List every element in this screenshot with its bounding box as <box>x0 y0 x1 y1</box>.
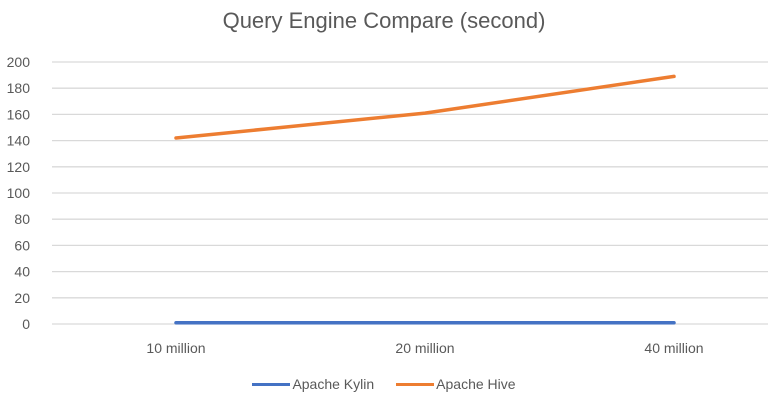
legend-label-kylin: Apache Kylin <box>292 376 375 392</box>
y-tick-label: 20 <box>14 290 30 306</box>
x-tick-label: 40 million <box>644 340 703 356</box>
legend-swatch-kylin <box>252 382 291 386</box>
y-tick-label: 120 <box>7 159 31 175</box>
legend-swatch-hive <box>396 382 435 386</box>
chart-title: Query Engine Compare (second) <box>222 8 546 33</box>
series-line-apache-hive <box>174 74 676 140</box>
y-tick-label: 180 <box>7 80 31 96</box>
y-tick-label: 140 <box>7 133 31 149</box>
legend-item-hive: Apache Hive <box>396 376 516 392</box>
y-tick-label: 80 <box>14 211 30 227</box>
y-tick-label: 160 <box>7 106 31 122</box>
y-tick-label: 0 <box>22 316 30 332</box>
y-tick-label: 100 <box>7 185 31 201</box>
legend-label-hive: Apache Hive <box>436 376 516 392</box>
y-tick-label: 60 <box>14 237 30 253</box>
legend-item-kylin: Apache Kylin <box>252 376 374 392</box>
legend: Apache Kylin Apache Hive <box>0 376 768 392</box>
y-tick-label: 200 <box>7 54 31 70</box>
x-tick-label: 20 million <box>395 340 454 356</box>
x-tick-label: 10 million <box>146 340 205 356</box>
y-tick-label: 40 <box>14 264 30 280</box>
